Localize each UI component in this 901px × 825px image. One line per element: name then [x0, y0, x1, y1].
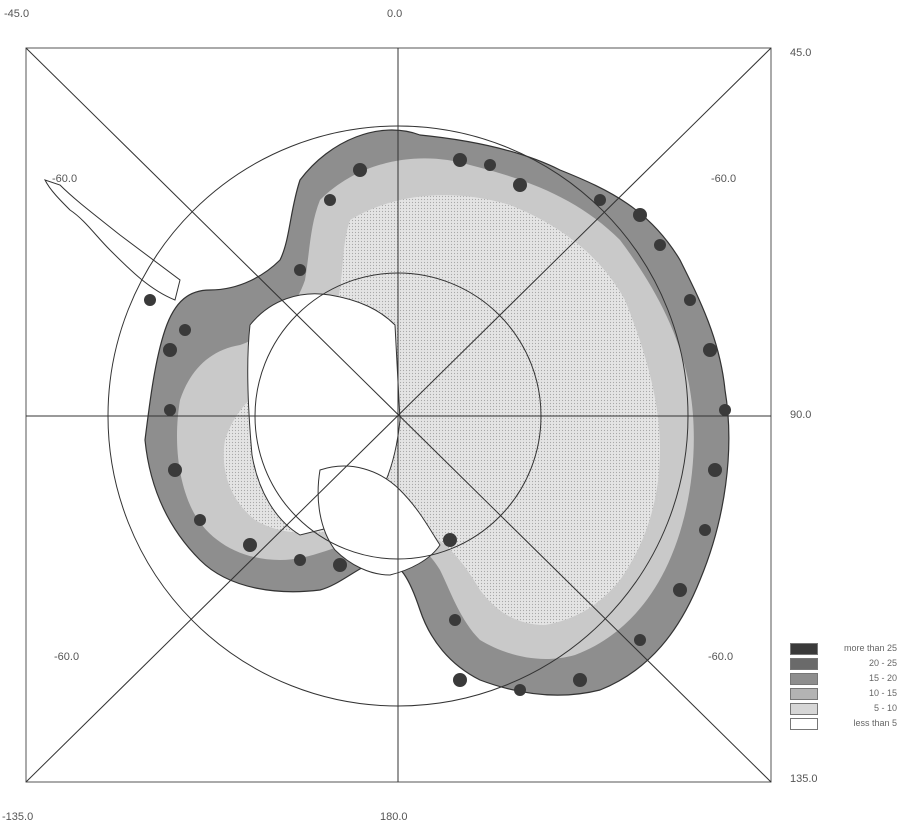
legend: more than 25 20 - 25 15 - 20 10 - 15 5 -… — [790, 642, 901, 732]
coastal-patches — [144, 153, 731, 696]
legend-row: 10 - 15 — [790, 687, 901, 702]
lat-label-upper-right: -60.0 — [711, 173, 737, 185]
legend-row: 5 - 10 — [790, 702, 901, 717]
legend-label: 5 - 10 — [873, 703, 897, 713]
antarctic-peninsula — [44, 179, 181, 301]
lat-label-upper-left: -60.0 — [52, 173, 78, 185]
lon-label-top-left: -45.0 — [4, 8, 30, 20]
legend-swatch — [790, 688, 818, 700]
legend-label: 20 - 25 — [868, 658, 897, 668]
meridian-135 — [25, 47, 772, 783]
lon-label-bottom-right: 135.0 — [790, 773, 818, 785]
lon-label-bottom-left: -135.0 — [2, 811, 34, 823]
continent — [44, 129, 730, 696]
ice-shelf-ronne — [317, 465, 441, 576]
legend-row: less than 5 — [790, 717, 901, 732]
legend-label: less than 5 — [853, 718, 897, 728]
legend-row: 20 - 25 — [790, 657, 901, 672]
legend-label: more than 25 — [843, 643, 897, 653]
lat-label-lower-right: -60.0 — [708, 651, 734, 663]
legend-swatch — [790, 703, 818, 715]
legend-label: 15 - 20 — [868, 673, 897, 683]
legend-swatch — [790, 658, 818, 670]
legend-label: 10 - 15 — [868, 688, 897, 698]
legend-row: 15 - 20 — [790, 672, 901, 687]
lon-label-bottom-center: 180.0 — [380, 811, 408, 823]
legend-swatch — [790, 673, 818, 685]
lat-label-lower-left: -60.0 — [54, 651, 80, 663]
lon-label-top-center: 0.0 — [387, 8, 403, 20]
legend-swatch — [790, 643, 818, 655]
lon-label-right-middle: 90.0 — [790, 409, 812, 421]
lon-label-top-right: 45.0 — [790, 47, 812, 59]
legend-swatch — [790, 718, 818, 730]
legend-row: more than 25 — [790, 642, 901, 657]
graticule — [25, 47, 772, 783]
